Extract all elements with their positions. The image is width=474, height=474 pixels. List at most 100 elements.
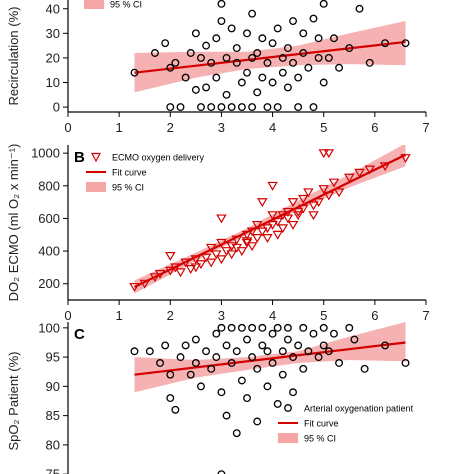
data-point [237,323,246,332]
data-point [217,17,226,25]
y-tick-label: 95 [46,350,60,365]
plot-area [130,322,410,474]
data-point [299,49,308,57]
data-point [251,220,263,230]
y-tick-label: 100 [38,320,60,335]
data-point [243,335,251,344]
data-point [299,323,308,332]
data-point [401,39,410,48]
data-point [237,103,246,112]
legend-item: 95 % CI [86,182,144,193]
data-point [212,329,221,338]
data-point [283,335,292,344]
y-tick-label: 75 [46,467,60,474]
data-point [171,58,180,67]
data-point [345,323,354,332]
y-tick-label: 1000 [31,146,60,161]
y-tick-label: 20 [46,50,60,65]
data-point [314,53,323,62]
data-point [176,353,185,362]
data-point [344,173,355,183]
plot-area [130,0,410,112]
y-tick-label: 40 [46,1,60,16]
data-point [309,103,318,112]
data-point [237,78,246,87]
data-point [202,347,211,356]
data-point [212,34,221,43]
data-point [232,347,241,356]
data-point [267,181,278,191]
data-point [175,268,186,278]
data-point [166,103,175,112]
data-point [253,417,262,426]
data-point [318,185,329,195]
x-tick-label: 7 [422,308,429,323]
data-point [319,0,328,8]
y-tick-label: 200 [38,276,60,291]
data-point [227,103,236,112]
data-point [205,258,217,268]
data-point [263,103,272,112]
data-point [282,214,294,224]
data-point [289,17,297,25]
legend-item: ECMO oxygen delivery [91,153,205,163]
data-point [364,165,375,175]
data-point [287,198,299,208]
data-point [360,364,369,373]
data-point [216,238,227,248]
data-point [258,34,267,43]
data-point [253,49,262,57]
data-point [268,78,277,87]
data-point [243,394,251,403]
data-point [318,149,329,159]
x-tick-label: 7 [422,120,429,135]
x-tick-label: 4 [269,120,276,135]
y-tick-label: 80 [46,437,60,452]
data-point [207,364,216,373]
data-point [171,405,180,414]
data-point [329,329,338,338]
legend-label: 95 % CI [112,183,144,193]
data-point [129,282,140,292]
data-point [222,53,231,62]
data-point [181,73,190,82]
data-point [232,58,241,67]
data-point [294,103,303,112]
x-tick-label: 0 [64,308,71,323]
data-point [231,235,243,245]
data-point [319,341,328,350]
data-point [217,388,226,397]
data-point [268,39,277,48]
panel-c: 75 80 85 90 95 100 SpO₂ Patient (%) C Arterial o… [6,320,414,474]
y-tick-label: 600 [38,211,60,226]
data-point [323,191,335,201]
data-point [273,24,282,33]
data-point [335,63,344,72]
data-point [350,335,359,344]
data-point [314,34,323,43]
data-point [303,188,314,198]
data-point [283,44,292,53]
data-point [166,63,175,72]
legend-label: Fit curve [304,419,339,429]
data-point [365,58,374,67]
data-point [309,329,318,338]
data-point [308,211,319,221]
panel-a: 0 1 2 3 4 5 6 7 0 10 20 30 40 Recirculation (%) 95 % C… [6,0,430,135]
data-point [217,103,226,112]
data-point [200,253,212,263]
data-point [236,247,248,257]
data-point [212,353,221,362]
data-point [222,411,231,420]
data-point [130,347,139,356]
data-point [211,250,222,260]
x-tick-label: 3 [218,308,225,323]
data-point [294,73,303,82]
legend-swatch-marker [284,404,292,412]
data-point [197,382,205,391]
data-point [191,359,200,367]
data-point [216,255,227,265]
data-point [227,359,236,367]
data-point [273,323,282,332]
data-point [299,364,308,373]
